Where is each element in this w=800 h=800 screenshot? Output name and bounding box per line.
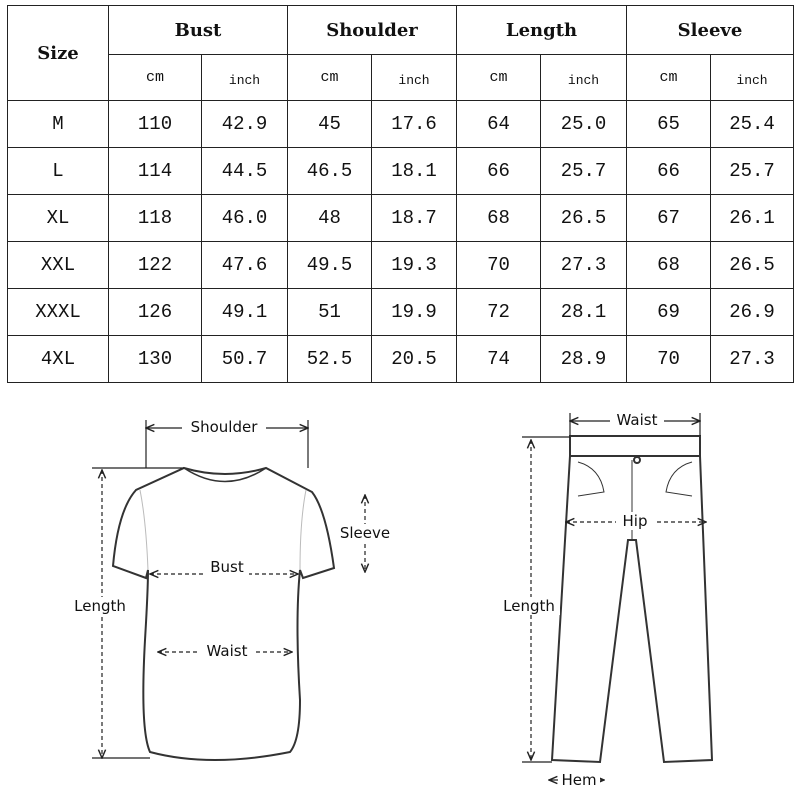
measurement-cell: 26.9	[710, 288, 794, 336]
measurement-cell: 26.5	[540, 194, 627, 242]
unit-cm: cm	[456, 54, 541, 101]
measurement-cell: 114	[108, 147, 202, 195]
measurement-cell: 50.7	[201, 335, 288, 383]
measurement-cell: 18.7	[371, 194, 457, 242]
sleeve-label: Sleeve	[340, 524, 390, 542]
measurement-cell: 25.7	[710, 147, 794, 195]
measurement-cell: 28.1	[540, 288, 627, 336]
measurement-cell: 19.3	[371, 241, 457, 289]
measurement-cell: 47.6	[201, 241, 288, 289]
measurement-cell: 51	[287, 288, 372, 336]
unit-inch: inch	[540, 54, 627, 101]
unit-inch: inch	[371, 54, 457, 101]
measurement-cell: 66	[456, 147, 541, 195]
measurement-cell: 70	[456, 241, 541, 289]
measurement-cell: 42.9	[201, 100, 288, 148]
size-chart-table: Size Bust Shoulder Length Sleeve cm inch c…	[7, 5, 794, 383]
table-row: XXL 122 47.6 49.5 19.3 70 27.3 68 26.5	[7, 241, 794, 289]
measurement-cell: 130	[108, 335, 202, 383]
measurement-cell: 25.4	[710, 100, 794, 148]
measurement-cell: 26.5	[710, 241, 794, 289]
pants-length-label: Length	[503, 597, 555, 615]
measurement-cell: 64	[456, 100, 541, 148]
size-header: Size	[7, 5, 109, 101]
measurement-cell: 19.9	[371, 288, 457, 336]
measurement-cell: 26.1	[710, 194, 794, 242]
measurement-cell: 25.7	[540, 147, 627, 195]
table-row: L 114 44.5 46.5 18.1 66 25.7 66 25.7	[7, 147, 794, 195]
measurement-cell: 69	[626, 288, 711, 336]
measurement-cell: 66	[626, 147, 711, 195]
measurement-cell: 17.6	[371, 100, 457, 148]
unit-cm: cm	[287, 54, 372, 101]
waist-label: Waist	[207, 642, 248, 660]
bust-header: Bust	[108, 5, 288, 55]
length-label: Length	[74, 597, 126, 615]
measurement-cell: 70	[626, 335, 711, 383]
measurement-cell: 18.1	[371, 147, 457, 195]
measurement-cell: 27.3	[540, 241, 627, 289]
size-cell: XXXL	[7, 288, 109, 336]
measurement-cell: 49.1	[201, 288, 288, 336]
shoulder-label: Shoulder	[191, 418, 259, 436]
sleeve-header: Sleeve	[626, 5, 794, 55]
pants-diagram	[550, 435, 714, 764]
length-header: Length	[456, 5, 627, 55]
size-cell: XXL	[7, 241, 109, 289]
measurement-cell: 126	[108, 288, 202, 336]
unit-inch: inch	[201, 54, 288, 101]
bust-label: Bust	[210, 558, 244, 576]
hem-label: Hem	[561, 771, 596, 789]
hip-label: Hip	[623, 512, 648, 530]
unit-inch: inch	[710, 54, 794, 101]
table-row: XXXL 126 49.1 51 19.9 72 28.1 69 26.9	[7, 288, 794, 336]
measurement-cell: 45	[287, 100, 372, 148]
measurement-cell: 122	[108, 241, 202, 289]
measurement-cell: 52.5	[287, 335, 372, 383]
measurement-cell: 27.3	[710, 335, 794, 383]
tshirt-diagram	[111, 466, 336, 761]
unit-cm: cm	[626, 54, 711, 101]
table-row: 4XL 130 50.7 52.5 20.5 74 28.9 70 27.3	[7, 335, 794, 383]
table-row: XL 118 46.0 48 18.7 68 26.5 67 26.1	[7, 194, 794, 242]
pants-waist-label: Waist	[617, 411, 658, 429]
measurement-cell: 25.0	[540, 100, 627, 148]
measurement-cell: 20.5	[371, 335, 457, 383]
measurement-cell: 48	[287, 194, 372, 242]
size-cell: M	[7, 100, 109, 148]
